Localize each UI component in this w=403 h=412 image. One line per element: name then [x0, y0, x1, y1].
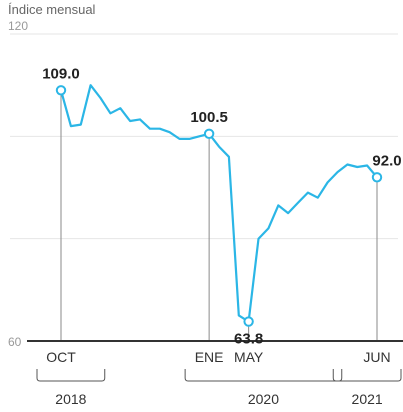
- y-tick-label: 120: [8, 19, 28, 33]
- year-bracket: [36, 369, 106, 382]
- series-line: [59, 84, 378, 323]
- data-point-marker: [371, 172, 383, 183]
- data-point-marker: [243, 316, 254, 327]
- year-bracket: [332, 369, 402, 382]
- year-label: 2020: [248, 391, 279, 407]
- x-tick-label: OCT: [46, 349, 76, 365]
- data-label: 109.0: [42, 65, 80, 82]
- data-label: 92.0: [372, 152, 401, 169]
- data-label: 100.5: [190, 109, 228, 126]
- data-labels: 109.0 100.5 63.8 92.0: [42, 65, 401, 347]
- data-label: 63.8: [234, 331, 263, 348]
- data-point-marker: [203, 128, 215, 139]
- x-tick-labels: OCT ENE MAY JUN 2018 2020 2021: [36, 349, 402, 407]
- series-line-layer: [59, 84, 378, 323]
- year-label: 2021: [352, 391, 383, 407]
- year-label: 2018: [55, 391, 86, 407]
- year-bracket: [184, 369, 343, 382]
- data-point-marker: [55, 85, 67, 96]
- x-tick-label: JUN: [363, 349, 390, 365]
- x-tick-label: MAY: [234, 349, 264, 365]
- y-tick-label: 60: [8, 335, 22, 349]
- x-tick-label: ENE: [195, 349, 224, 365]
- chart-title: Índice mensual: [8, 2, 96, 17]
- grid-lines: 120 60: [8, 19, 398, 349]
